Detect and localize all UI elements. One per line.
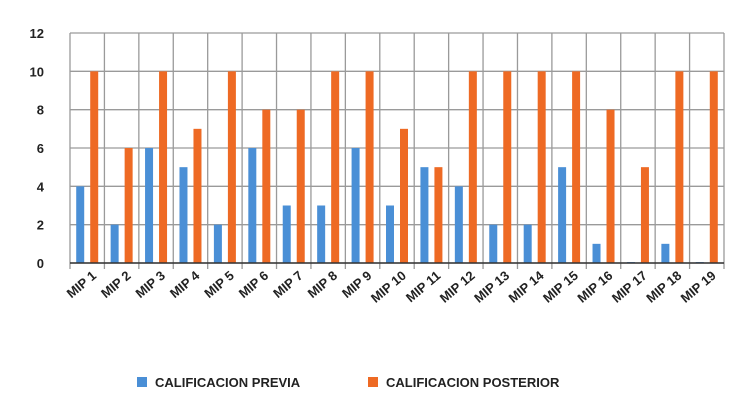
bar-posterior — [90, 71, 99, 263]
x-tick-label: MIP 15 — [540, 268, 581, 306]
bar-posterior — [572, 71, 581, 263]
bar-posterior — [675, 71, 684, 263]
legend: CALIFICACION PREVIA CALIFICACION POSTERIO… — [137, 375, 560, 390]
legend-swatch — [137, 377, 147, 387]
bar-posterior — [262, 109, 271, 264]
y-tick-label: 4 — [37, 179, 45, 194]
bar-previa — [558, 167, 567, 263]
bar-posterior — [124, 148, 133, 263]
y-tick-label: 8 — [37, 103, 44, 118]
bar-previa — [386, 205, 394, 263]
x-tick-label: MIP 7 — [270, 268, 305, 301]
bar-posterior — [296, 109, 305, 264]
x-tick-label: MIP 6 — [236, 268, 271, 301]
legend-label: CALIFICACION POSTERIOR — [386, 375, 560, 390]
bar-posterior — [606, 109, 615, 264]
bar-posterior — [468, 71, 477, 263]
bar-previa — [145, 148, 154, 263]
legend-label: CALIFICACION PREVIA — [155, 375, 301, 390]
x-tick-label: MIP 18 — [643, 268, 684, 306]
x-tick-label: MIP 8 — [305, 268, 340, 301]
bar-posterior — [434, 167, 443, 263]
bar-previa — [317, 205, 326, 263]
bar-posterior — [709, 71, 718, 263]
x-tick-label: MIP 3 — [133, 268, 168, 301]
bar-previa — [523, 224, 532, 263]
gridlines — [69, 32, 725, 269]
bar-previa — [213, 224, 222, 263]
bar-posterior — [159, 71, 168, 263]
y-tick-label: 6 — [37, 141, 44, 156]
x-tick-label: MIP 16 — [574, 268, 615, 306]
bar-previa — [76, 186, 85, 263]
x-tick-label: MIP 4 — [167, 267, 203, 301]
x-tick-label: MIP 2 — [98, 268, 133, 301]
bar-posterior — [227, 71, 236, 263]
bar-posterior — [365, 71, 374, 263]
x-tick-label: MIP 14 — [506, 267, 548, 305]
bar-previa — [420, 167, 429, 263]
bar-posterior — [331, 71, 340, 263]
bar-posterior — [640, 167, 649, 263]
bar-previa — [454, 186, 463, 263]
y-tick-label: 12 — [30, 26, 44, 41]
bars — [76, 71, 718, 264]
y-axis-ticks: 0 2 4 6 8 10 12 — [30, 26, 45, 271]
bar-previa — [248, 148, 257, 263]
bar-previa — [282, 205, 291, 263]
x-tick-label: MIP 12 — [437, 268, 478, 306]
bar-previa — [489, 224, 498, 263]
x-tick-label: MIP 10 — [368, 268, 409, 306]
bar-posterior — [537, 71, 546, 263]
bar-posterior — [503, 71, 512, 263]
bar-previa — [592, 243, 601, 263]
y-tick-label: 0 — [37, 256, 44, 271]
x-tick-label: MIP 11 — [403, 268, 443, 305]
x-tick-label: MIP 17 — [609, 268, 650, 306]
bar-posterior — [400, 128, 408, 263]
x-tick-label: MIP 13 — [471, 268, 512, 306]
x-tick-label: MIP 5 — [201, 268, 236, 301]
y-tick-label: 10 — [30, 64, 44, 79]
bar-previa — [661, 243, 670, 263]
x-tick-label: MIP 1 — [64, 268, 99, 301]
bar-previa — [110, 224, 119, 263]
x-tick-label: MIP 19 — [678, 268, 719, 306]
legend-swatch — [368, 377, 378, 387]
y-tick-label: 2 — [37, 218, 44, 233]
bar-previa — [179, 167, 188, 263]
bar-previa — [351, 148, 360, 263]
bar-posterior — [193, 128, 202, 263]
